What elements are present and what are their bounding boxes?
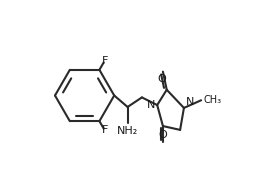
Text: F: F — [102, 125, 108, 135]
Text: O: O — [158, 130, 167, 140]
Text: CH₃: CH₃ — [203, 95, 221, 105]
Text: N: N — [186, 97, 194, 107]
Text: NH₂: NH₂ — [117, 126, 138, 136]
Text: O: O — [158, 74, 166, 84]
Text: F: F — [102, 56, 108, 66]
Text: N: N — [146, 100, 155, 110]
